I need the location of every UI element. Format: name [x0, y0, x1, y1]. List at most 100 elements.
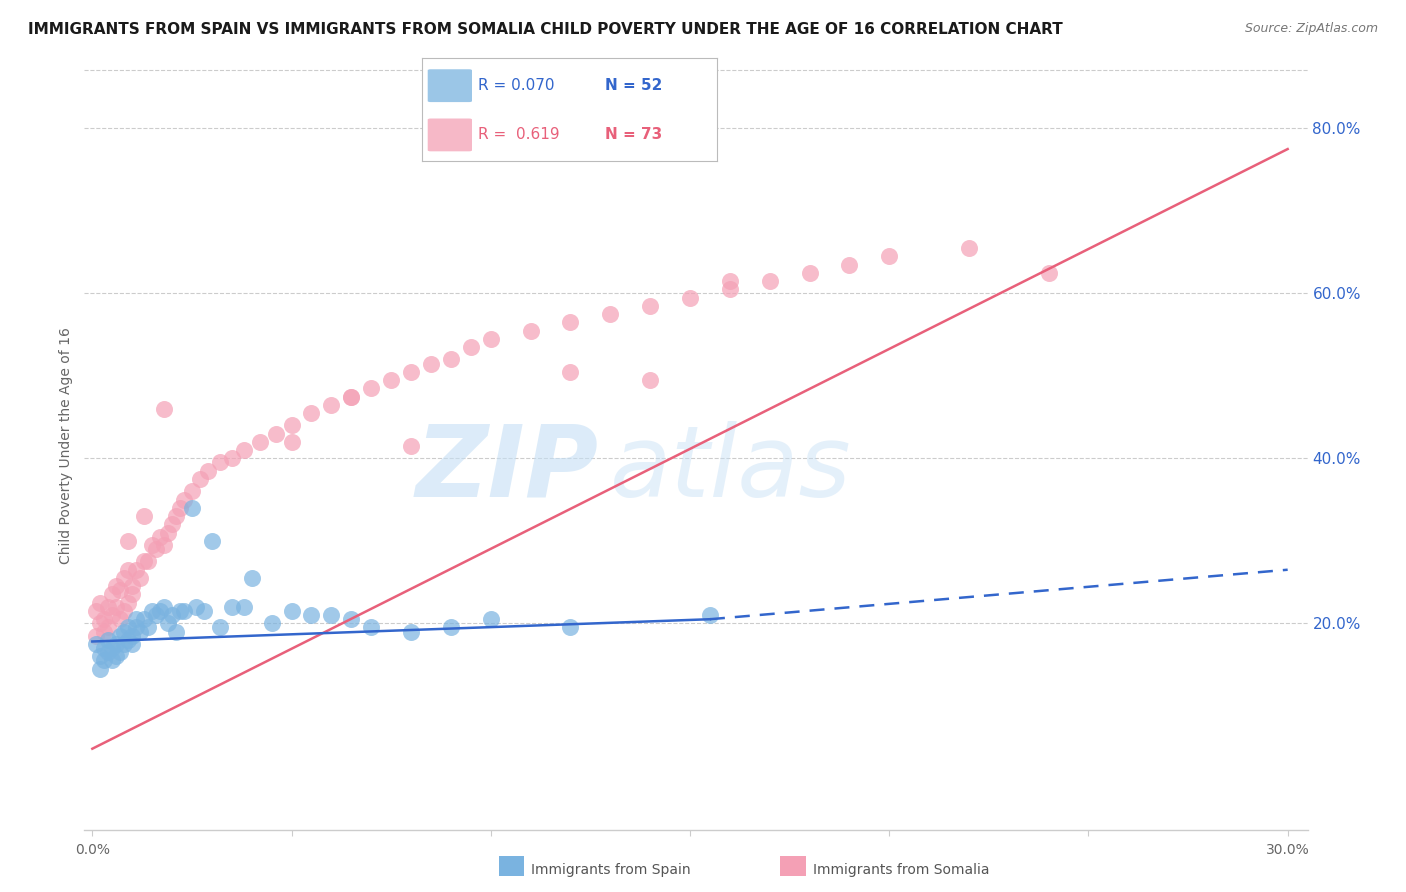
Point — [181, 484, 204, 499]
Point — [440, 352, 463, 367]
Point — [560, 365, 582, 379]
Point — [321, 398, 343, 412]
Point — [165, 624, 187, 639]
Point — [136, 554, 159, 568]
Point — [125, 563, 148, 577]
Point — [173, 492, 195, 507]
Point — [321, 608, 343, 623]
Text: N = 52: N = 52 — [605, 78, 662, 93]
Point — [93, 641, 115, 656]
Point — [112, 637, 135, 651]
FancyBboxPatch shape — [427, 70, 472, 102]
Point — [121, 579, 143, 593]
Point — [340, 612, 363, 626]
Point — [121, 629, 143, 643]
Point — [221, 599, 243, 614]
Point — [101, 641, 124, 656]
FancyBboxPatch shape — [427, 119, 472, 152]
Point — [221, 451, 243, 466]
Point — [101, 608, 124, 623]
Point — [260, 616, 283, 631]
Point — [86, 604, 108, 618]
Point — [153, 538, 176, 552]
Point — [101, 587, 124, 601]
Point — [157, 525, 180, 540]
Point — [160, 517, 183, 532]
Point — [249, 434, 271, 449]
Point — [399, 439, 422, 453]
Point — [110, 645, 132, 659]
Point — [232, 443, 254, 458]
Point — [112, 571, 135, 585]
Point — [117, 533, 139, 548]
Point — [141, 604, 163, 618]
Point — [360, 620, 382, 634]
Point — [117, 632, 139, 647]
Point — [89, 616, 111, 631]
Point — [105, 599, 128, 614]
Point — [105, 649, 128, 664]
Point — [105, 579, 128, 593]
Point — [153, 401, 176, 416]
Point — [957, 241, 980, 255]
Point — [188, 472, 211, 486]
Point — [301, 406, 323, 420]
Point — [93, 624, 115, 639]
Point — [399, 365, 422, 379]
Point — [240, 571, 263, 585]
Point — [93, 653, 115, 667]
Point — [89, 662, 111, 676]
Text: R = 0.070: R = 0.070 — [478, 78, 554, 93]
Point — [380, 373, 402, 387]
Point — [479, 332, 502, 346]
Point — [136, 620, 159, 634]
Point — [121, 637, 143, 651]
Point — [440, 620, 463, 634]
Point — [153, 599, 176, 614]
Point — [110, 629, 132, 643]
Point — [101, 653, 124, 667]
Point — [141, 538, 163, 552]
Y-axis label: Child Poverty Under the Age of 16: Child Poverty Under the Age of 16 — [59, 327, 73, 565]
Point — [264, 426, 287, 441]
Point — [129, 624, 152, 639]
Point — [160, 608, 183, 623]
Text: R =  0.619: R = 0.619 — [478, 128, 560, 143]
Point — [112, 604, 135, 618]
Point — [145, 542, 167, 557]
Point — [638, 373, 661, 387]
Point — [201, 533, 224, 548]
Point — [280, 604, 302, 618]
Point — [679, 291, 702, 305]
Point — [110, 612, 132, 626]
Point — [145, 608, 167, 623]
Point — [1038, 266, 1060, 280]
Point — [280, 418, 302, 433]
Point — [112, 624, 135, 639]
Text: atlas: atlas — [610, 420, 852, 517]
Text: Source: ZipAtlas.com: Source: ZipAtlas.com — [1244, 22, 1378, 36]
Point — [360, 381, 382, 395]
Point — [877, 249, 900, 263]
Point — [173, 604, 195, 618]
Point — [340, 390, 363, 404]
Point — [157, 616, 180, 631]
Point — [208, 455, 231, 469]
Point — [105, 637, 128, 651]
Point — [89, 649, 111, 664]
Text: IMMIGRANTS FROM SPAIN VS IMMIGRANTS FROM SOMALIA CHILD POVERTY UNDER THE AGE OF : IMMIGRANTS FROM SPAIN VS IMMIGRANTS FROM… — [28, 22, 1063, 37]
Point — [184, 599, 207, 614]
Point — [280, 434, 302, 449]
Point — [110, 583, 132, 598]
Point — [718, 274, 741, 288]
Point — [181, 500, 204, 515]
Point — [232, 599, 254, 614]
Point — [519, 324, 541, 338]
Point — [197, 464, 219, 478]
Point — [97, 599, 120, 614]
Point — [89, 596, 111, 610]
Point — [479, 612, 502, 626]
Point — [149, 530, 172, 544]
Point — [129, 571, 152, 585]
Point — [121, 587, 143, 601]
